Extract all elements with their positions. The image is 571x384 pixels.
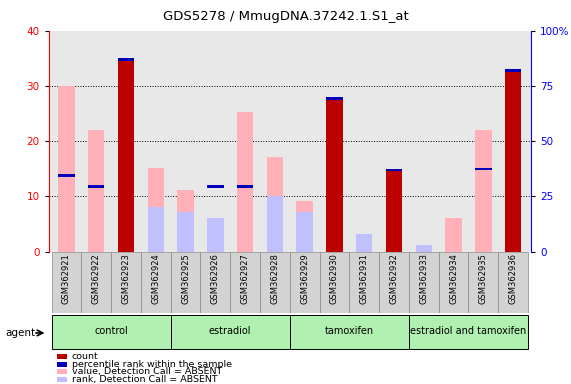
Bar [81, 252, 111, 313]
Text: GSM362933: GSM362933 [419, 253, 428, 305]
Bar [505, 70, 521, 252]
Bar [230, 252, 260, 313]
Bar [296, 212, 313, 252]
Bar [237, 113, 254, 252]
Bar [290, 252, 320, 313]
Bar [386, 169, 402, 252]
Bar [51, 315, 171, 349]
Bar [498, 252, 528, 313]
Text: GSM362927: GSM362927 [240, 253, 250, 304]
Bar [356, 234, 372, 252]
Bar [416, 245, 432, 252]
Bar [505, 70, 521, 72]
Text: GSM362926: GSM362926 [211, 253, 220, 304]
Bar [468, 252, 498, 313]
Bar [296, 201, 313, 252]
Bar [326, 97, 343, 99]
Bar [445, 218, 462, 252]
Text: GSM362923: GSM362923 [122, 253, 130, 304]
Text: GSM362936: GSM362936 [509, 253, 518, 305]
Bar [207, 218, 223, 252]
Text: GSM362932: GSM362932 [389, 253, 399, 304]
Text: GSM362924: GSM362924 [151, 253, 160, 304]
Bar [171, 315, 290, 349]
Bar [141, 252, 171, 313]
Bar [147, 207, 164, 252]
Bar [178, 212, 194, 252]
Text: percentile rank within the sample: percentile rank within the sample [72, 359, 232, 369]
Bar [118, 58, 134, 252]
Bar [379, 252, 409, 313]
Bar [267, 196, 283, 252]
Bar [386, 169, 402, 171]
Text: GSM362922: GSM362922 [92, 253, 100, 304]
Bar [88, 185, 104, 188]
Bar [290, 315, 409, 349]
Bar [111, 252, 141, 313]
Bar [51, 252, 81, 313]
Bar [349, 252, 379, 313]
Text: GSM362931: GSM362931 [360, 253, 369, 304]
Bar [200, 252, 230, 313]
Text: GSM362929: GSM362929 [300, 253, 309, 304]
Bar [118, 58, 134, 61]
Bar [439, 252, 468, 313]
Bar [356, 234, 372, 252]
Text: agent: agent [6, 328, 36, 338]
Bar [237, 185, 254, 188]
Bar [260, 252, 289, 313]
Text: GSM362930: GSM362930 [330, 253, 339, 304]
Bar [475, 130, 492, 252]
Text: GSM362935: GSM362935 [479, 253, 488, 304]
Bar [326, 97, 343, 252]
Bar [58, 174, 75, 177]
Bar [171, 252, 200, 313]
Bar [475, 168, 492, 170]
Text: estradiol: estradiol [209, 326, 251, 336]
Text: value, Detection Call = ABSENT: value, Detection Call = ABSENT [72, 367, 222, 376]
Bar [416, 245, 432, 252]
Bar [409, 252, 439, 313]
Text: GSM362928: GSM362928 [271, 253, 279, 304]
Bar [267, 157, 283, 252]
Bar [88, 130, 104, 252]
Text: tamoxifen: tamoxifen [325, 326, 374, 336]
Text: count: count [72, 352, 99, 361]
Bar [147, 168, 164, 252]
Bar [58, 86, 75, 252]
Bar [207, 185, 223, 188]
Bar [320, 252, 349, 313]
Text: GSM362921: GSM362921 [62, 253, 71, 304]
Bar [326, 201, 343, 252]
Text: estradiol and tamoxifen: estradiol and tamoxifen [411, 326, 526, 336]
Text: GSM362934: GSM362934 [449, 253, 458, 304]
Bar [207, 218, 223, 252]
Text: GSM362925: GSM362925 [181, 253, 190, 304]
Text: control: control [94, 326, 128, 336]
Bar [178, 190, 194, 252]
Text: GDS5278 / MmugDNA.37242.1.S1_at: GDS5278 / MmugDNA.37242.1.S1_at [163, 10, 408, 23]
Bar [118, 174, 134, 252]
Text: rank, Detection Call = ABSENT: rank, Detection Call = ABSENT [72, 375, 218, 384]
Bar [409, 315, 528, 349]
